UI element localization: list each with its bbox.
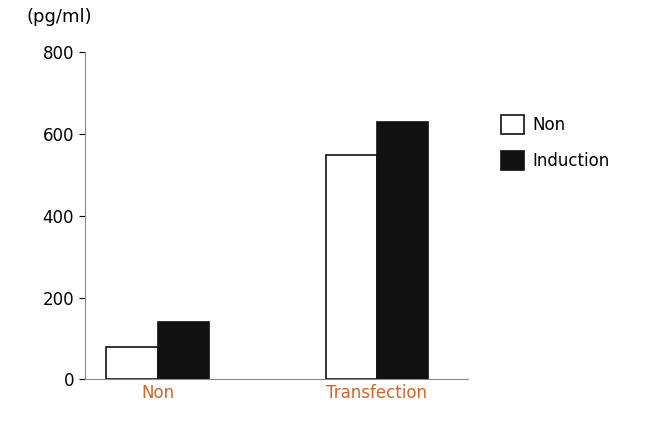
Bar	[326, 155, 377, 379]
Legend: Non, Induction: Non, Induction	[495, 110, 614, 175]
Text: (pg/ml): (pg/ml)	[27, 8, 92, 26]
Bar	[157, 322, 209, 379]
Bar	[377, 122, 428, 379]
Bar	[107, 347, 157, 379]
